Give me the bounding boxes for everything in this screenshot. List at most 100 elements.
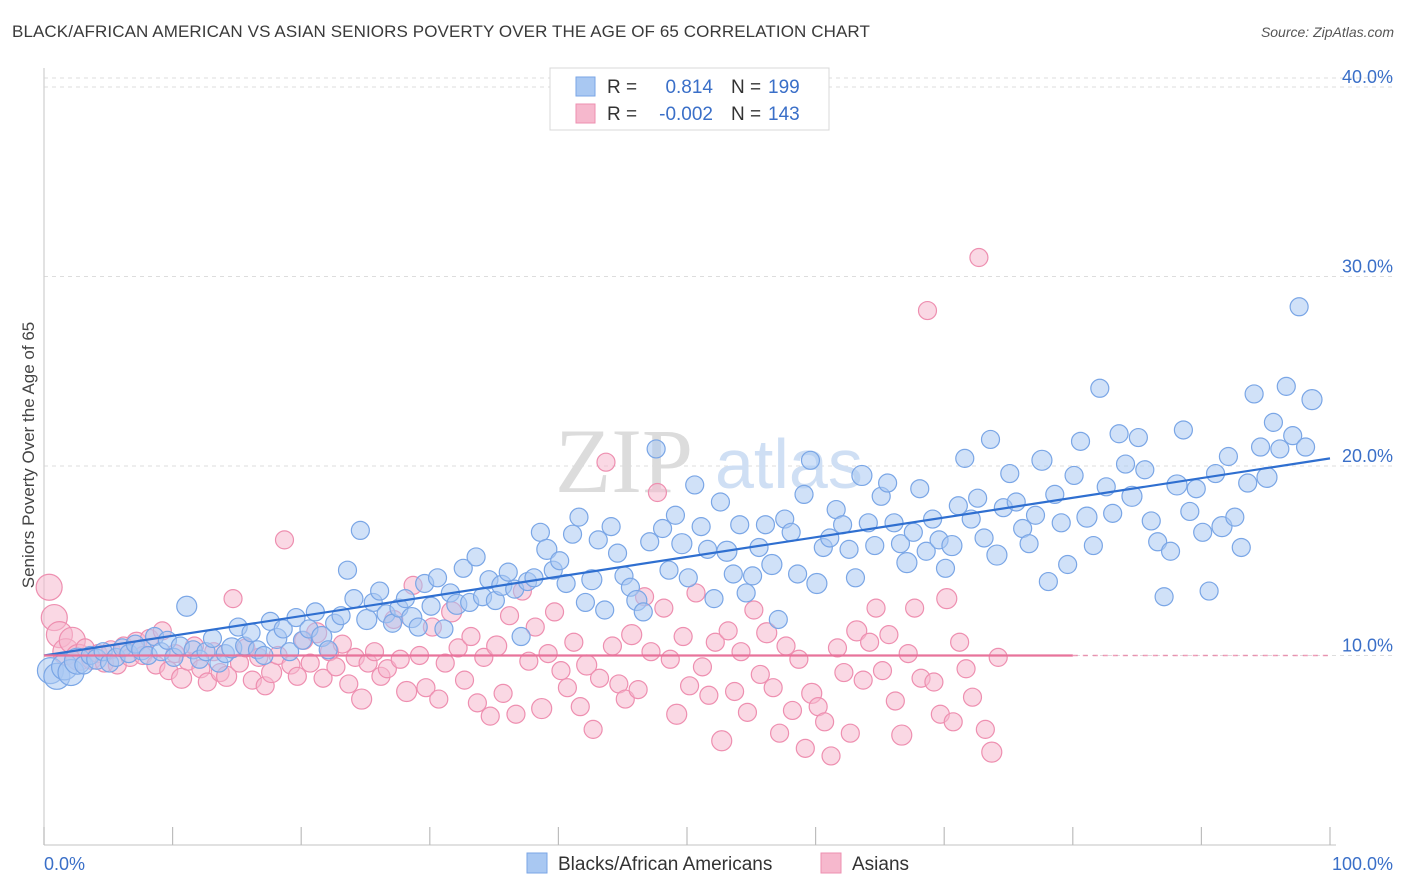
asians-point (789, 649, 809, 669)
blacks-point (1019, 534, 1039, 554)
stats-n-value-pink: 143 (768, 104, 800, 125)
blacks-point (550, 551, 570, 571)
blacks-point (665, 505, 686, 525)
asians-point (287, 666, 307, 686)
blacks-point (704, 589, 724, 609)
blacks-point (241, 623, 261, 643)
asians-point (538, 643, 558, 664)
asians-point (737, 702, 758, 722)
blacks-point (408, 617, 428, 637)
asians-point (300, 653, 320, 673)
blacks-point (524, 568, 544, 588)
blacks-point (806, 572, 828, 595)
asians-point (499, 606, 520, 626)
asians-point (570, 697, 590, 717)
asians-point (924, 672, 944, 692)
asians-point (905, 598, 925, 618)
asians-point (448, 638, 468, 658)
asians-point (171, 667, 193, 689)
asians-point (962, 687, 983, 707)
stats-swatch-blue (575, 76, 596, 97)
asians-point (339, 674, 359, 694)
blacks-point (640, 532, 660, 552)
asians-point (750, 664, 770, 685)
asians-point (943, 712, 963, 732)
asians-point (692, 657, 713, 677)
blacks-point (511, 626, 531, 647)
blacks-point (601, 517, 621, 537)
blacks-point (1115, 454, 1136, 474)
asians-point (583, 719, 603, 739)
blacks-point (736, 583, 756, 603)
asians-point (364, 642, 385, 662)
blacks-point (595, 600, 615, 620)
blacks-point (1301, 389, 1323, 411)
stats-n-value-blue: 199 (768, 77, 800, 98)
asians-point (853, 670, 873, 690)
stats-r-label-pink: R = (607, 104, 637, 125)
x-tick-label-max: 100.0% (1332, 854, 1393, 874)
blacks-point (1295, 437, 1316, 457)
blacks-point (691, 517, 711, 537)
blacks-trend-line (43, 457, 1331, 657)
blacks-point (845, 568, 866, 588)
asians-point (782, 700, 803, 721)
blacks-point (768, 609, 788, 630)
asians-point (988, 647, 1008, 667)
blacks-point (1244, 384, 1264, 404)
blacks-point (941, 534, 963, 557)
asians-point (261, 661, 283, 684)
blacks-point (884, 513, 904, 533)
asians-point (654, 598, 674, 618)
axes (43, 68, 1336, 846)
blacks-point (865, 535, 885, 556)
blacks-point (1000, 463, 1020, 484)
asians-point (621, 624, 643, 646)
blacks-point (878, 473, 898, 493)
legend-swatch-blacks (526, 852, 548, 874)
asians-point (557, 678, 578, 698)
stats-box: R = 0.814 N = 199 R = -0.002 N = 143 (549, 67, 830, 131)
blacks-point (466, 547, 486, 567)
trend-lines (43, 457, 1331, 657)
blacks-point (1128, 427, 1148, 448)
legend: Blacks/African Americans Asians (526, 852, 909, 875)
blacks-point (498, 562, 518, 582)
asians-point (834, 662, 854, 683)
blacks-point (659, 560, 679, 580)
blacks-point (1193, 522, 1213, 542)
asians-point (763, 678, 783, 698)
blacks-point (1148, 532, 1168, 552)
asians-point (885, 691, 905, 711)
blacks-point (1256, 466, 1278, 488)
asians-point (467, 693, 487, 713)
blacks-point (370, 581, 390, 601)
blacks-point (800, 450, 821, 470)
asians-point (769, 723, 790, 743)
blacks-point (839, 539, 859, 559)
blacks-point (710, 492, 731, 512)
stats-r-value-blue: 0.814 (665, 77, 713, 98)
asians-point (647, 482, 668, 503)
asians-point (474, 647, 494, 667)
blacks-point (646, 439, 666, 459)
blacks-point (903, 522, 923, 542)
blacks-point (453, 558, 473, 578)
blacks-point (1058, 554, 1078, 575)
asians-point (197, 672, 217, 692)
asians-point (454, 670, 475, 690)
blacks-point (1205, 463, 1226, 484)
asians-point (531, 697, 553, 720)
asians-point (711, 730, 733, 752)
blacks-point (1154, 587, 1174, 607)
y-tick-label: 30.0% (1342, 256, 1393, 276)
blacks-point (1250, 437, 1271, 457)
asians-point (981, 741, 1003, 763)
blacks-point (176, 595, 198, 617)
asians-point (544, 602, 565, 622)
asians-point (461, 626, 481, 647)
asians-point (975, 719, 995, 739)
blacks-point (607, 543, 628, 563)
blacks-point (1135, 460, 1155, 480)
